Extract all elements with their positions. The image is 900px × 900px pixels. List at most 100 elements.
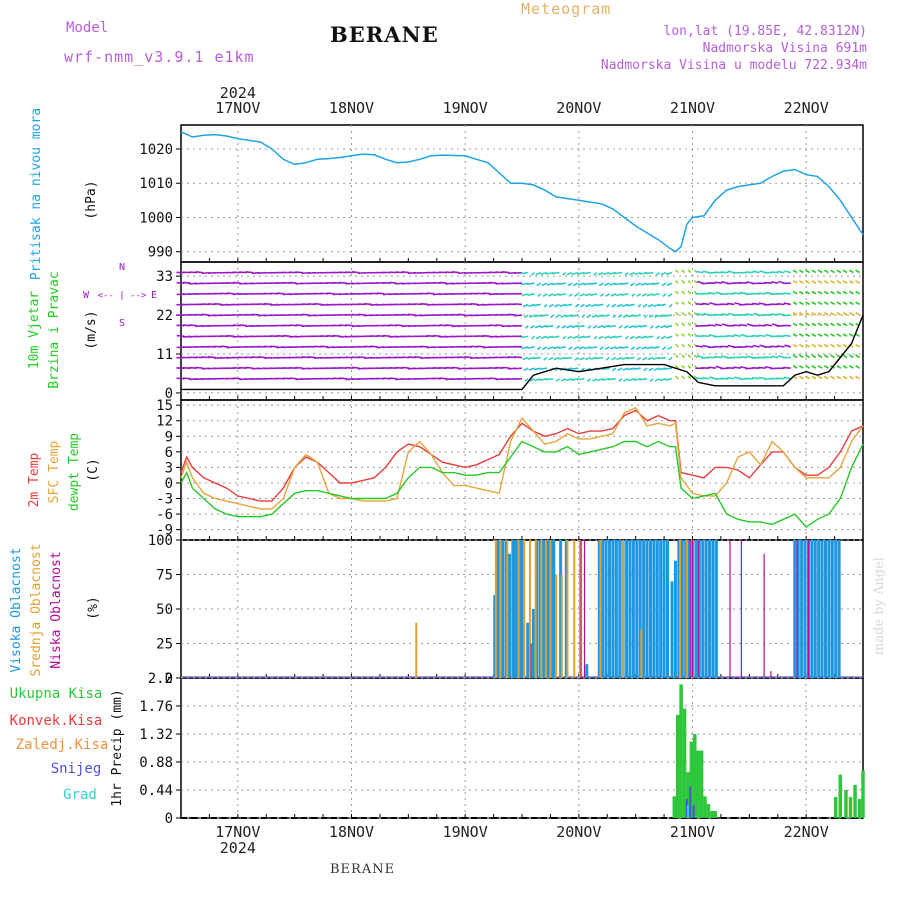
wind-arrow — [583, 271, 591, 275]
wind-arrow — [836, 269, 842, 274]
wind-arrow — [603, 271, 610, 276]
wind-arrow — [633, 314, 641, 318]
wind-arrow — [823, 290, 829, 295]
wind-arrow — [848, 280, 854, 284]
wind-arrow — [696, 312, 704, 316]
wind-arrow — [681, 375, 686, 380]
high-cloud-bar — [520, 540, 524, 678]
y-tick-label: -6 — [156, 507, 173, 523]
wind-arrow — [568, 293, 573, 298]
wind-arrow — [823, 354, 829, 359]
wind-arrow — [295, 271, 304, 274]
mid-cloud-bar — [549, 540, 552, 678]
wind-arrow — [792, 365, 798, 369]
wind-arrow — [783, 376, 791, 380]
wind-arrow — [535, 271, 542, 276]
low-cloud-bar — [763, 553, 765, 678]
wind-arrow — [570, 367, 579, 370]
wind-arrow — [823, 365, 829, 369]
wind-arrow — [564, 356, 573, 360]
wind-arrow — [457, 313, 466, 316]
y-tick-label: -9 — [156, 523, 173, 539]
wind-arrow — [201, 313, 210, 316]
wind-arrow — [568, 346, 573, 351]
wind-arrow — [811, 375, 817, 380]
wind-arrow — [640, 282, 648, 286]
wind-arrow — [792, 301, 798, 306]
wind-arrow — [745, 345, 754, 348]
y-tick-label: 0.88 — [139, 755, 173, 771]
wind-arrow — [805, 290, 810, 295]
pressure-unit-label: (hPa) — [84, 180, 99, 219]
wind-arrow — [770, 271, 779, 274]
location-coordinates: lon,lat (19.85E, 42.8312N) — [663, 24, 868, 39]
wind-arrow — [535, 335, 542, 340]
wind-arrow — [445, 324, 454, 327]
wind-arrow — [351, 366, 360, 369]
wind-arrow — [533, 356, 541, 360]
wind-arrow — [533, 303, 541, 307]
wind-arrow — [595, 303, 604, 307]
wind-arrow — [726, 334, 735, 338]
wind-arrow — [642, 303, 648, 308]
wind-arrow — [589, 293, 598, 297]
wind-arrow — [470, 302, 479, 306]
wind-arrow — [757, 292, 766, 295]
y-tick-label: 0 — [165, 671, 173, 687]
y-tick-label: 50 — [156, 602, 173, 618]
wind-arrow — [357, 356, 366, 359]
wind-arrow — [720, 345, 729, 348]
wind-arrow — [830, 269, 835, 274]
wind-arrow — [695, 345, 704, 348]
wind-arrow — [830, 301, 835, 306]
wind-arrow — [591, 314, 598, 318]
wind-arrow — [675, 280, 679, 284]
wind-arrow — [805, 375, 810, 380]
wind-arrow — [584, 346, 591, 350]
wind-arrow — [617, 367, 623, 372]
meteogram-title: Meteogram — [521, 0, 612, 18]
high-cloud-bar — [497, 540, 501, 678]
mid-cloud-bar — [528, 540, 531, 678]
wind-arrow — [507, 313, 516, 316]
high-cloud-bar — [704, 540, 708, 678]
compass-arrows: <-- | --> — [98, 291, 147, 301]
wind-arrow — [805, 322, 810, 327]
wind-arrow — [675, 269, 679, 274]
wind-arrow — [805, 343, 810, 348]
wind-arrow — [245, 271, 254, 274]
wind-arrow — [523, 367, 529, 372]
wind-arrow — [562, 335, 567, 340]
wind-arrow — [681, 364, 686, 369]
high-cloud-bar — [642, 540, 646, 678]
wind-arrow — [811, 290, 817, 295]
wind-arrow — [777, 270, 785, 274]
high-cloud-bar — [680, 540, 684, 678]
wind-arrow — [326, 292, 335, 295]
wind-arrow — [836, 280, 842, 284]
wind-arrow — [798, 311, 804, 316]
wind-arrow — [643, 314, 648, 319]
high-cloud-bar — [714, 540, 718, 678]
wind-arrow — [757, 366, 766, 369]
wind-arrow — [629, 335, 635, 340]
wind-arrow — [792, 311, 798, 316]
wind-arrow — [695, 270, 704, 274]
wind-arrow — [539, 367, 548, 370]
total-precip-bar — [838, 774, 843, 818]
high-cloud-bar — [684, 540, 688, 678]
mid-cloud-bar — [555, 574, 558, 678]
y-tick-label: 0 — [165, 476, 173, 492]
wind-arrow — [652, 346, 660, 349]
wind-arrow — [345, 324, 354, 327]
wind-arrow — [771, 355, 779, 359]
wind-arrow — [584, 356, 592, 361]
wind-arrow — [339, 377, 348, 380]
wind-arrow — [232, 281, 241, 285]
wind-arrow — [782, 366, 791, 369]
total-precip-bar — [703, 796, 707, 818]
wind-arrow — [764, 323, 773, 327]
wind-arrow — [817, 280, 823, 284]
high-cloud-bar — [604, 540, 608, 678]
